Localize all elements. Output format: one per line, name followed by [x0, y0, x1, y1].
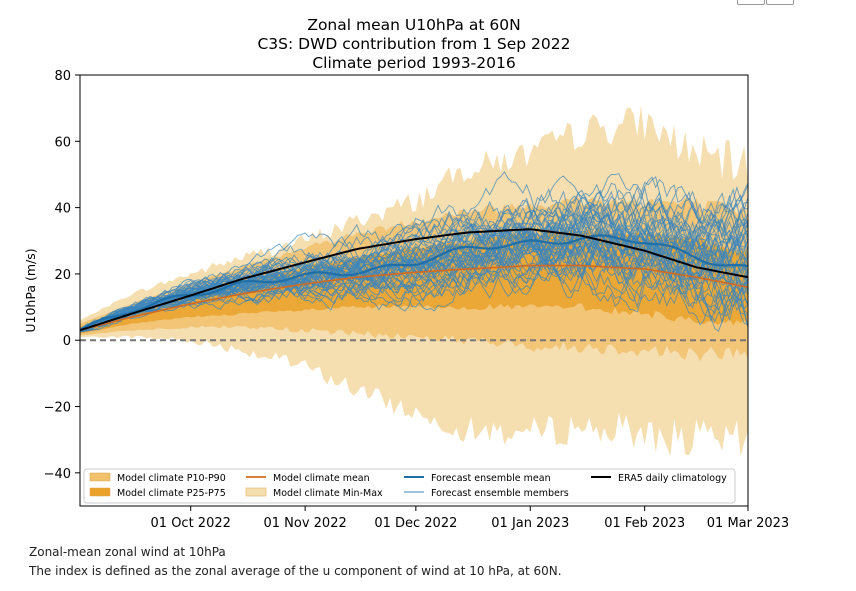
mean-lines — [80, 228, 748, 332]
y-axis-label: U10hPa (m/s) — [23, 248, 38, 332]
y-tick-label: 40 — [54, 202, 71, 217]
plot-frame — [79, 74, 749, 507]
legend-label-era5: ERA5 daily climatology — [618, 473, 727, 484]
ensemble-member-line — [80, 171, 748, 330]
chart-title-line: Zonal mean U10hPa at 60N — [307, 16, 520, 34]
ensemble-member-line — [80, 190, 748, 330]
caption-line-2: The index is defined as the zonal averag… — [29, 564, 562, 578]
legend-label-clim_mean: Model climate mean — [273, 473, 370, 484]
x-tick-label: 01 Mar 2023 — [707, 516, 789, 531]
legend-label-members: Forecast ensemble members — [431, 488, 569, 499]
x-tick-label: 01 Jan 2023 — [491, 516, 569, 531]
ensemble-member-line — [80, 242, 748, 332]
y-tick-label: −40 — [44, 467, 71, 482]
y-tick-label: 60 — [54, 135, 71, 150]
toolbar-button-left[interactable] — [737, 0, 765, 5]
y-tick-label: 20 — [54, 268, 71, 283]
legend-label-p25_p75: Model climate P25-P75 — [117, 488, 226, 499]
ensemble-member-line — [80, 241, 748, 333]
y-tick-label: −20 — [44, 401, 71, 416]
x-tick-label: 01 Feb 2023 — [604, 516, 685, 531]
legend: Model climate P10-P90 Model climate P25-P… — [83, 468, 736, 504]
legend-swatch-minmax — [245, 487, 267, 497]
chart-title-line: Climate period 1993-2016 — [312, 54, 515, 72]
legend-label-minmax: Model climate Min-Max — [273, 488, 383, 499]
x-tick-label: 01 Oct 2022 — [151, 516, 231, 531]
caption-line-1: Zonal-mean zonal wind at 10hPa — [29, 545, 226, 559]
toolbar-button-right[interactable] — [766, 0, 794, 5]
legend-swatch-p10_p90 — [89, 472, 111, 482]
ensemble-member-line — [80, 224, 748, 332]
y-tick-label: 0 — [63, 334, 71, 349]
legend-label-p10_p90: Model climate P10-P90 — [117, 473, 226, 484]
legend-swatch-p25_p75 — [89, 487, 111, 497]
chart-title-line: C3S: DWD contribution from 1 Sep 2022 — [257, 35, 570, 53]
y-tick-label: 80 — [54, 69, 71, 84]
era5-climatology-line — [80, 228, 748, 332]
legend-label-ens_mean: Forecast ensemble mean — [431, 473, 551, 484]
ensemble-member-line — [80, 205, 748, 332]
ensemble-member-line — [80, 210, 748, 332]
ensemble-member-line — [80, 197, 748, 332]
x-tick-label: 01 Dec 2022 — [374, 516, 457, 531]
x-tick-label: 01 Nov 2022 — [263, 516, 346, 531]
model-climate-mean-line — [80, 264, 748, 332]
ensemble-member-line — [80, 216, 748, 330]
axes: −40 −20 0 20 40 60 80 01 Oct 2022 01 Nov 2022 01 … — [23, 69, 789, 531]
ensemble-members — [80, 171, 748, 333]
